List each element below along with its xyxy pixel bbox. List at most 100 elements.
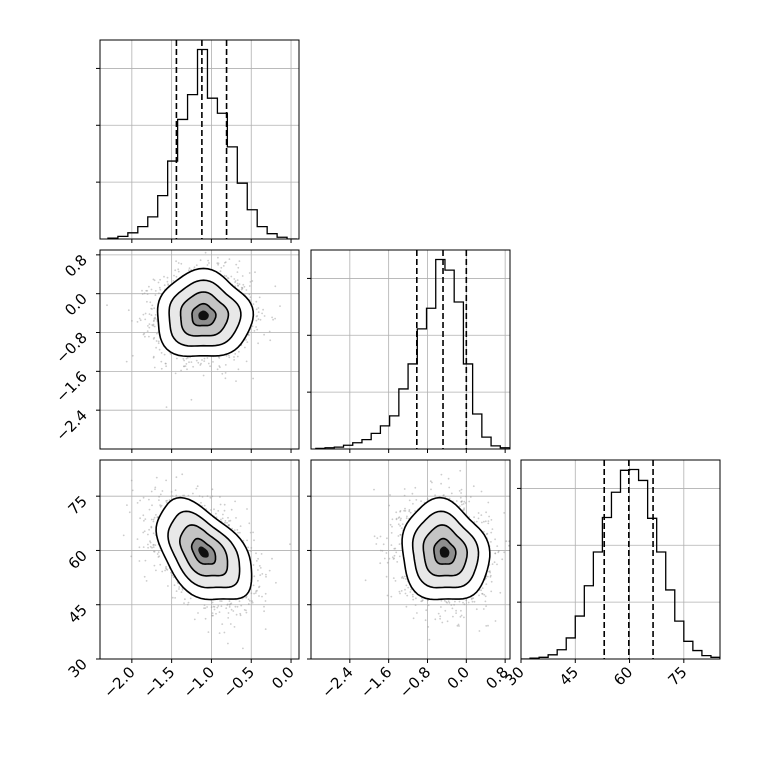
sample-point bbox=[465, 495, 467, 498]
sample-point bbox=[192, 492, 194, 495]
sample-point bbox=[379, 549, 382, 552]
sample-point bbox=[217, 256, 219, 259]
sample-point bbox=[247, 598, 250, 601]
sample-point bbox=[144, 559, 147, 562]
sample-point bbox=[180, 369, 183, 372]
sample-point bbox=[245, 360, 248, 363]
sample-point bbox=[131, 320, 133, 322]
sample-point bbox=[149, 540, 151, 543]
sample-point bbox=[386, 594, 389, 597]
sample-point bbox=[462, 503, 465, 505]
sample-point bbox=[127, 309, 130, 312]
sample-point bbox=[153, 366, 156, 369]
sample-point bbox=[157, 281, 160, 284]
sample-point bbox=[385, 575, 388, 578]
sample-point bbox=[142, 333, 145, 336]
y-tick-label: −0.8 bbox=[52, 329, 90, 367]
sample-point bbox=[226, 604, 229, 606]
sample-point bbox=[233, 529, 236, 532]
sample-point bbox=[217, 605, 220, 607]
sample-point bbox=[237, 284, 240, 287]
sample-point bbox=[478, 630, 481, 632]
sample-point bbox=[142, 531, 145, 534]
sample-point bbox=[146, 300, 148, 303]
sample-point bbox=[485, 625, 488, 627]
histogram-step bbox=[107, 48, 298, 239]
sample-point bbox=[229, 519, 232, 522]
sample-point bbox=[152, 532, 155, 535]
sample-point bbox=[409, 511, 412, 514]
sample-point bbox=[272, 318, 274, 321]
grid bbox=[100, 40, 299, 239]
sample-point bbox=[146, 293, 149, 295]
sample-point bbox=[227, 277, 230, 280]
sample-point bbox=[148, 498, 150, 501]
sample-point bbox=[186, 603, 189, 606]
sample-point bbox=[215, 612, 217, 615]
sample-point bbox=[227, 642, 229, 645]
sample-point bbox=[250, 547, 253, 549]
sample-point bbox=[233, 359, 236, 361]
sample-point bbox=[165, 406, 168, 408]
sample-point bbox=[207, 362, 210, 365]
sample-point bbox=[258, 595, 260, 597]
sample-point bbox=[234, 605, 237, 608]
sample-point bbox=[258, 296, 261, 299]
x-tick-label: 75 bbox=[664, 663, 690, 689]
sample-point bbox=[136, 321, 139, 323]
sample-point bbox=[148, 313, 151, 315]
sample-point bbox=[139, 517, 142, 520]
sample-point bbox=[463, 616, 465, 619]
sample-point bbox=[494, 620, 497, 622]
sample-point bbox=[211, 495, 214, 498]
y-tick-label: 0.0 bbox=[61, 290, 91, 320]
sample-point bbox=[151, 546, 153, 549]
sample-point bbox=[440, 482, 442, 485]
sample-point bbox=[411, 593, 414, 596]
sample-point bbox=[441, 621, 444, 624]
sample-point bbox=[167, 585, 169, 587]
sample-point bbox=[424, 619, 427, 622]
sample-point bbox=[450, 604, 453, 606]
sample-point bbox=[190, 398, 193, 401]
sample-point bbox=[193, 618, 196, 621]
sample-point bbox=[404, 510, 407, 512]
sample-point bbox=[152, 520, 155, 523]
sample-point bbox=[386, 537, 388, 540]
sample-point bbox=[174, 597, 177, 599]
sample-point bbox=[148, 508, 151, 511]
sample-point bbox=[388, 557, 391, 560]
sample-point bbox=[487, 520, 490, 522]
sample-point bbox=[238, 600, 241, 603]
sample-point bbox=[408, 509, 411, 511]
sample-point bbox=[388, 504, 391, 507]
sample-point bbox=[236, 355, 239, 358]
sample-point bbox=[163, 353, 166, 356]
sample-point bbox=[223, 274, 226, 277]
sample-point bbox=[452, 615, 454, 618]
sample-point bbox=[247, 546, 250, 549]
sample-point bbox=[232, 610, 235, 612]
sample-point bbox=[227, 617, 230, 619]
sample-point bbox=[150, 307, 153, 310]
sample-point bbox=[455, 609, 457, 612]
sample-point bbox=[240, 604, 243, 607]
sample-point bbox=[195, 264, 198, 267]
sample-point bbox=[456, 624, 459, 627]
sample-point bbox=[177, 270, 180, 273]
sample-point bbox=[271, 316, 273, 319]
sample-point bbox=[515, 551, 517, 553]
sample-point bbox=[289, 543, 291, 546]
sample-point bbox=[257, 579, 259, 582]
sample-point bbox=[172, 280, 175, 282]
y-tick-label: 45 bbox=[65, 601, 91, 627]
sample-point bbox=[392, 577, 395, 579]
sample-point bbox=[460, 500, 463, 503]
contour-line bbox=[168, 279, 242, 347]
sample-point bbox=[213, 608, 216, 611]
sample-point bbox=[256, 315, 259, 317]
sample-point bbox=[412, 617, 415, 620]
sample-point bbox=[203, 357, 206, 360]
sample-point bbox=[489, 571, 491, 574]
sample-point bbox=[227, 612, 230, 614]
